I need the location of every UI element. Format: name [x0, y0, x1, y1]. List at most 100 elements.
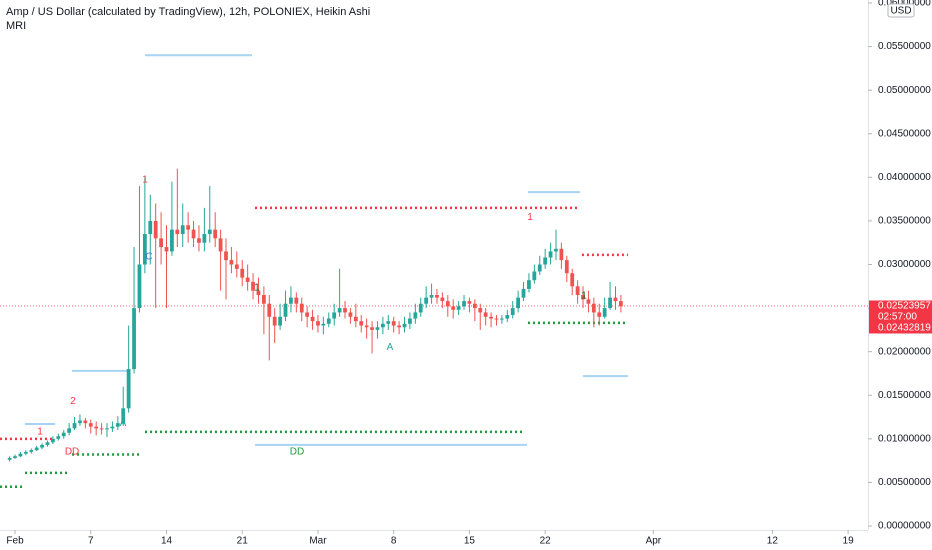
- candle-body: [148, 220, 153, 234]
- candle-body: [299, 303, 304, 313]
- candle-body: [478, 308, 483, 313]
- candle-body: [597, 312, 602, 317]
- candle-body: [137, 264, 142, 309]
- candle-body: [343, 308, 347, 313]
- x-tick-label: Mar: [309, 536, 327, 547]
- signal-label: DD: [290, 447, 304, 458]
- candle-body: [451, 306, 456, 310]
- candle-body: [88, 423, 93, 427]
- candle-body: [170, 229, 174, 252]
- candle-body: [40, 444, 44, 448]
- candle-body: [364, 325, 369, 328]
- indicator-price-label: 0.02432819: [878, 323, 931, 334]
- y-tick-label: 0.05500000: [878, 41, 931, 52]
- currency[interactable]: USD: [890, 6, 911, 17]
- candle-body: [294, 297, 299, 304]
- candle-body: [380, 323, 385, 328]
- candle-body: [18, 453, 23, 457]
- candle-body: [348, 312, 353, 317]
- candle-body: [483, 312, 488, 317]
- candle-body: [521, 288, 526, 298]
- candle-body: [559, 248, 564, 261]
- last-price-label-box: [869, 300, 932, 312]
- currency-badge[interactable]: [887, 3, 915, 18]
- candle-body: [581, 295, 585, 300]
- candle-body: [78, 420, 82, 424]
- candle-body: [337, 308, 342, 313]
- y-tick-label: 0.04500000: [878, 128, 931, 139]
- y-tick-label: 0.00000000: [878, 521, 931, 532]
- indicator-price-label-box: [869, 322, 932, 334]
- candle-body: [61, 432, 66, 437]
- candle-body: [186, 225, 191, 230]
- y-tick-label: 0.04000000: [878, 172, 931, 183]
- candle-body: [213, 229, 218, 239]
- candle-body: [256, 290, 261, 296]
- candle-body: [229, 260, 234, 265]
- candle-body: [126, 369, 131, 409]
- candle-body: [424, 297, 429, 304]
- y-tick-label: 0.03000000: [878, 259, 931, 270]
- candle-body: [418, 303, 423, 313]
- candle-body: [191, 229, 196, 239]
- candle-body: [602, 308, 607, 317]
- candle-body: [591, 303, 596, 313]
- signal-label: DD: [65, 447, 79, 458]
- signal-label: A: [120, 418, 127, 429]
- candle-body: [397, 325, 402, 328]
- candle-body: [527, 280, 531, 289]
- candle-body: [499, 318, 504, 320]
- candle-body: [29, 450, 34, 452]
- candle-body: [472, 303, 477, 309]
- candle-body: [435, 295, 439, 298]
- candle-body: [110, 426, 115, 429]
- plot-area: 1 2 DD A 1 C 1 DD A 1 1: [0, 54, 868, 489]
- candle-body: [575, 286, 580, 296]
- candle-body: [159, 238, 163, 248]
- candle-body: [386, 321, 391, 324]
- candle-body: [413, 312, 418, 319]
- signal-label: A: [387, 342, 394, 353]
- candle-body: [197, 238, 201, 243]
- candle-body: [115, 423, 120, 427]
- candle-body: [72, 423, 77, 429]
- candle-body: [543, 257, 548, 265]
- countdown-label-box: [869, 311, 932, 323]
- candle-body: [353, 316, 358, 322]
- candle-body: [245, 277, 250, 282]
- y-tick-label: 0.01500000: [878, 390, 931, 401]
- x-tick-label: 22: [540, 536, 552, 547]
- candle-body: [23, 451, 28, 454]
- candle-body: [462, 301, 466, 307]
- candle-body: [218, 238, 223, 252]
- candle-body: [467, 301, 472, 304]
- x-tick-label: 8: [391, 536, 397, 547]
- candle-body: [67, 428, 72, 433]
- candle-body: [283, 303, 288, 317]
- candle-body: [234, 264, 239, 269]
- candle-body: [272, 316, 277, 326]
- candle-body: [261, 295, 266, 304]
- candle-body: [105, 428, 109, 430]
- signal-label: 1: [37, 427, 43, 438]
- candle-body: [278, 316, 282, 326]
- candle-body: [570, 273, 575, 287]
- candle-body: [548, 251, 553, 258]
- y-tick-label: 0.00500000: [878, 477, 931, 488]
- x-tick-label: 12: [767, 536, 779, 547]
- x-tick-label: 21: [237, 536, 249, 547]
- candle-body: [440, 297, 445, 302]
- candle-body: [207, 229, 212, 234]
- candle-body: [564, 260, 569, 274]
- candle-body: [489, 316, 493, 319]
- candle-body: [99, 428, 104, 430]
- x-tick-label: Feb: [6, 536, 24, 547]
- candle-body: [326, 318, 331, 324]
- candle-body: [608, 297, 612, 309]
- candle-body: [310, 316, 315, 322]
- candle-body: [532, 271, 537, 281]
- candle-body: [164, 247, 169, 252]
- candle-body: [359, 321, 364, 326]
- x-tick-label: 19: [843, 536, 855, 547]
- candle-body: [619, 301, 623, 307]
